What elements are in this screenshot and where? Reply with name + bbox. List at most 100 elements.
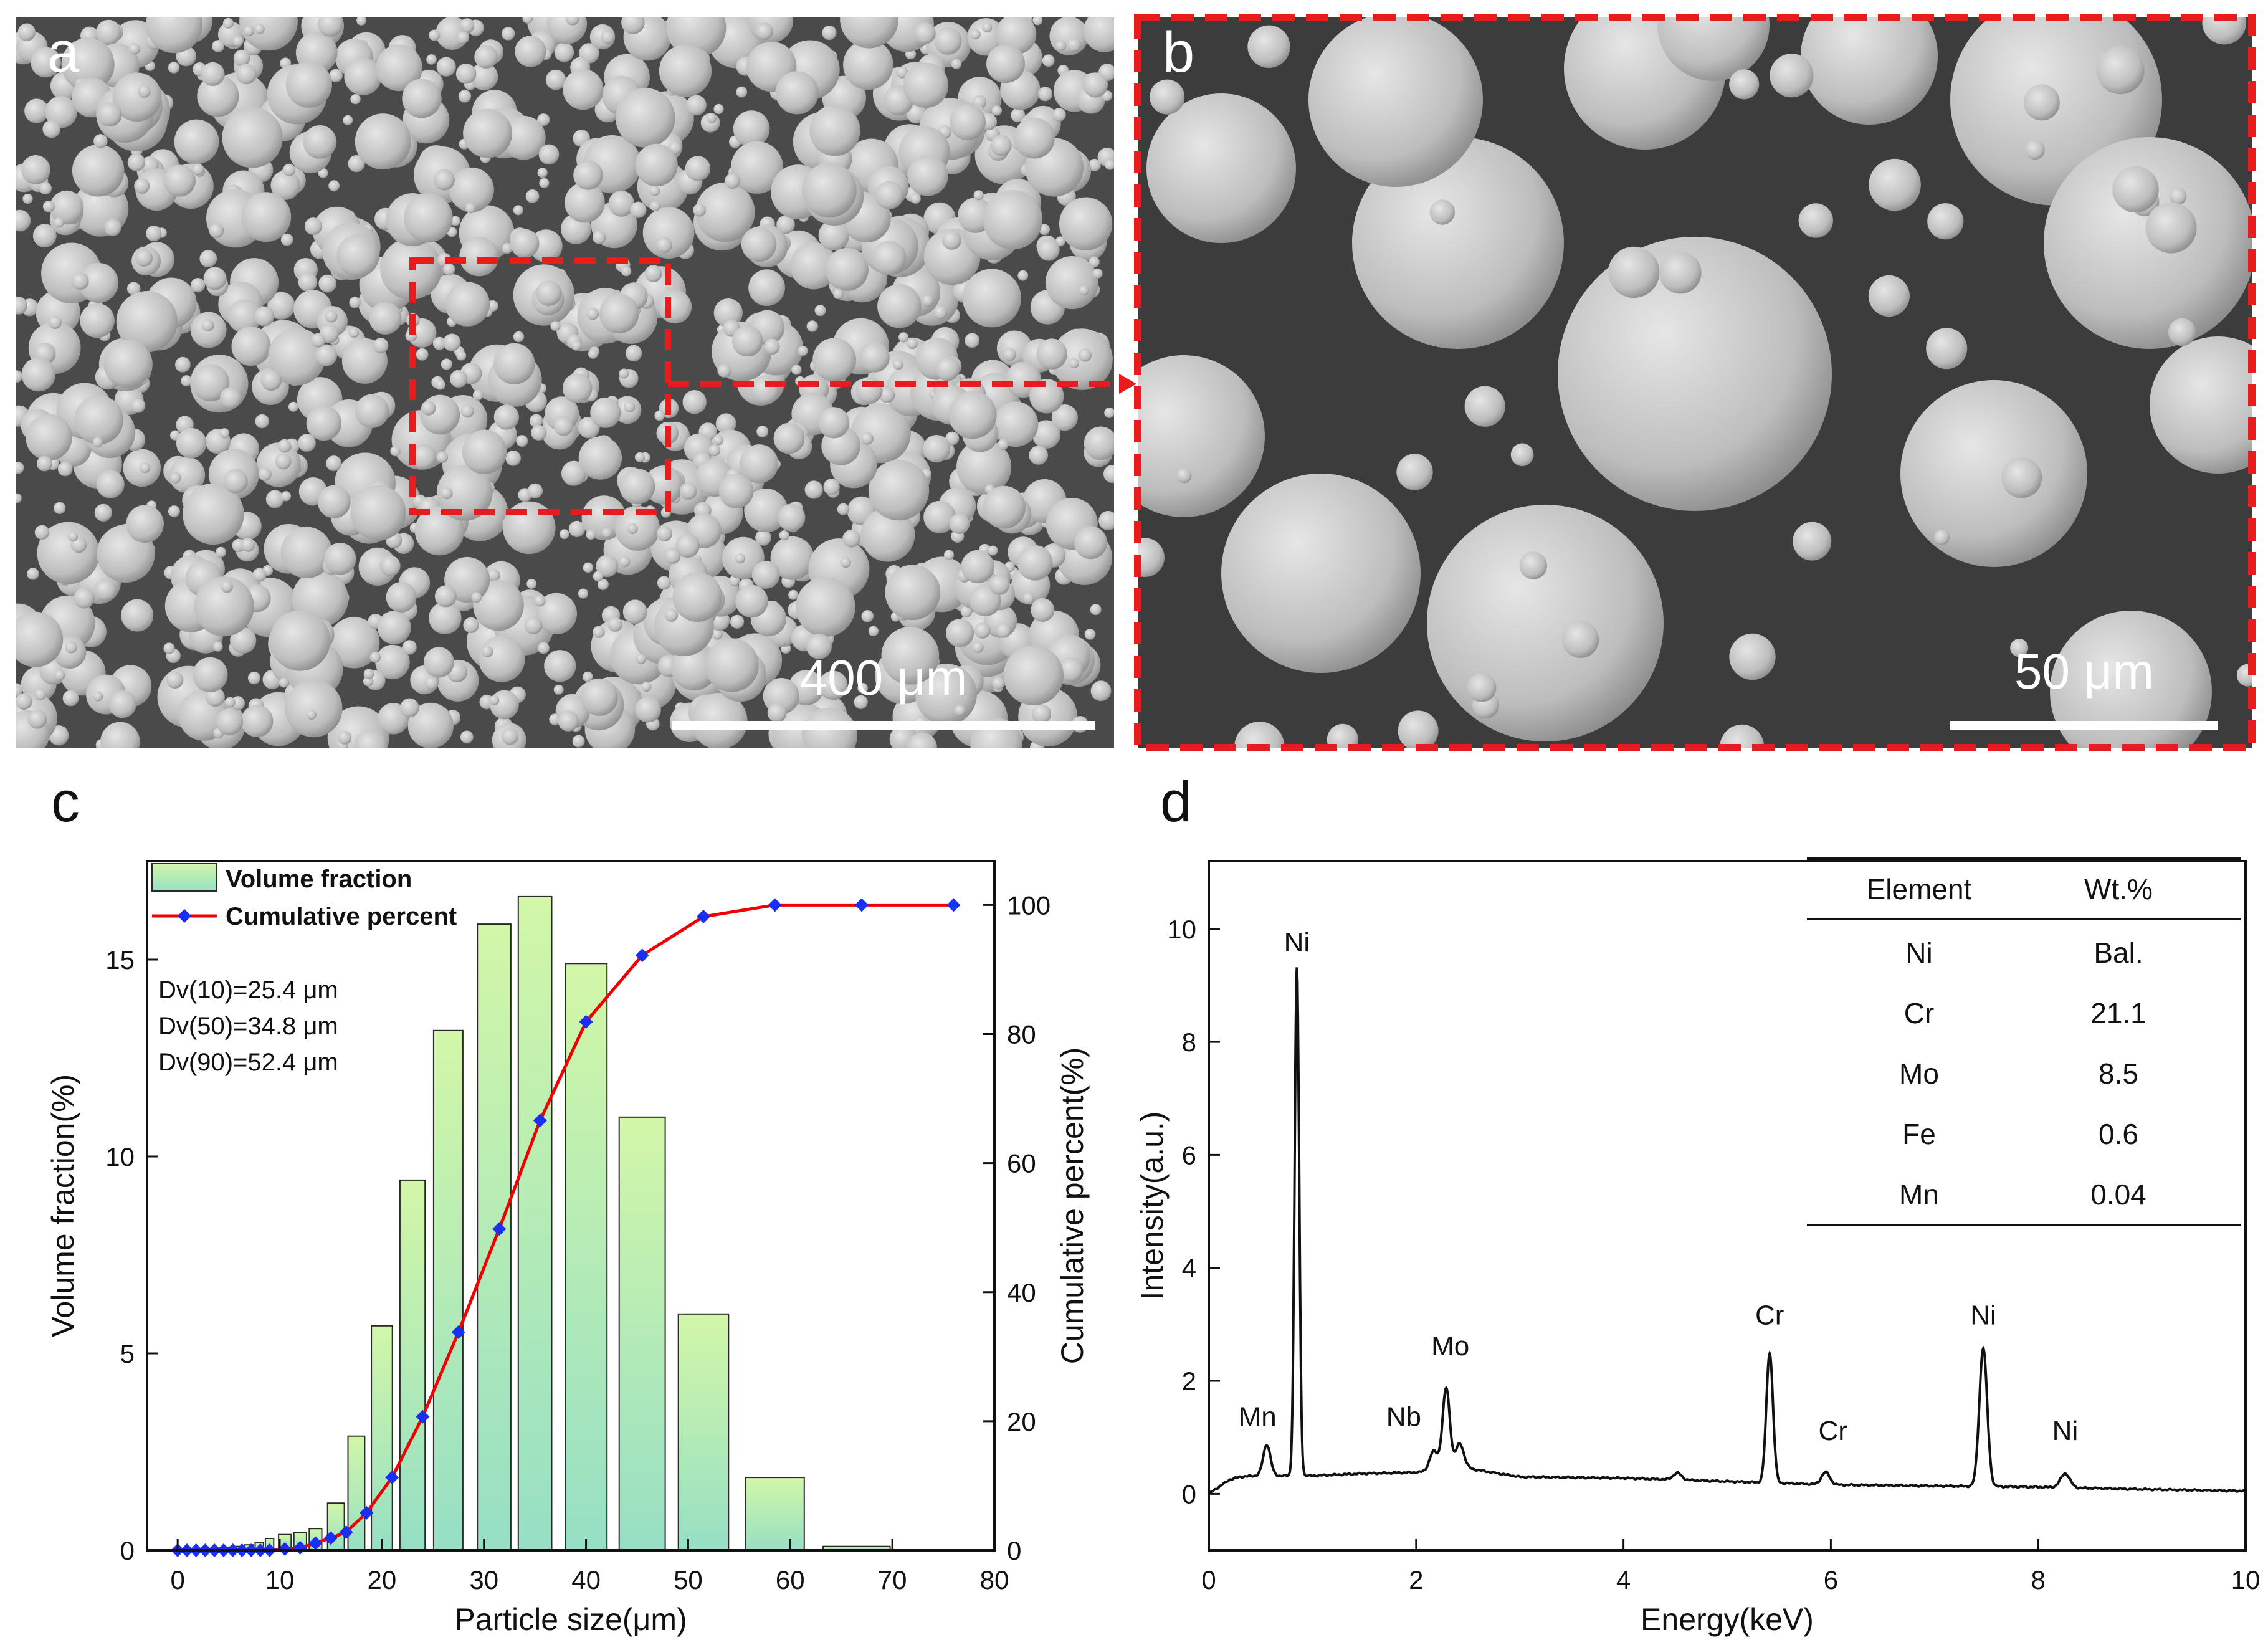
powder-particle [37, 522, 100, 584]
powder-particle [736, 86, 748, 98]
powder-particle [686, 95, 707, 116]
powder-particle [363, 669, 374, 679]
peak-label: Mo [1431, 1331, 1469, 1361]
powder-particle [400, 698, 419, 718]
cumulative-marker [854, 898, 869, 912]
x-tick-label: 50 [674, 1565, 703, 1595]
y2-tick-label: 20 [1007, 1407, 1036, 1436]
powder-particle [502, 115, 546, 160]
powder-particle [914, 22, 936, 44]
powder-particle [713, 298, 743, 328]
powder-particle [1082, 72, 1108, 98]
powder-particle [733, 110, 770, 147]
powder-particle [436, 451, 448, 463]
powder-particle [80, 303, 115, 338]
y2-axis-title: Cumulative percent(%) [1055, 1047, 1090, 1365]
powder-particle [837, 503, 849, 515]
satellite-particle [1869, 158, 1921, 211]
powder-particle [315, 344, 338, 366]
x-tick-label: 40 [571, 1565, 601, 1595]
powder-particle [146, 225, 162, 242]
powder-particle [288, 401, 299, 412]
cumulative-marker [635, 948, 649, 963]
powder-particle [441, 487, 453, 500]
satellite-particle [1176, 467, 1192, 484]
powder-particle [356, 17, 367, 26]
x-tick-label: 10 [2231, 1565, 2261, 1595]
powder-particle [444, 556, 490, 603]
powder-particle [705, 638, 759, 692]
cumulative-marker [360, 1505, 374, 1520]
powder-particle [37, 455, 52, 472]
powder-particle [247, 672, 261, 685]
powder-particle [131, 398, 146, 413]
satellite-particle [1247, 25, 1290, 68]
powder-particle [818, 670, 848, 700]
powder-particle [456, 350, 467, 361]
powder-particle [877, 284, 922, 328]
powder-particle [1352, 137, 1564, 349]
satellite-particle [2010, 639, 2029, 657]
powder-particle [201, 318, 214, 331]
powder-particle [72, 144, 125, 197]
powder-particle [1801, 17, 1938, 125]
powder-particle [922, 295, 934, 307]
satellite-particle [1720, 724, 1765, 748]
powder-particle [350, 485, 406, 541]
powder-particle [65, 641, 77, 654]
powder-particle [74, 395, 123, 445]
powder-particle [348, 328, 359, 338]
powder-particle [1032, 17, 1043, 26]
volume-bar [399, 1179, 426, 1551]
table-cell-wt: 21.1 [2090, 997, 2146, 1029]
powder-particle [479, 636, 525, 682]
powder-particle [513, 331, 525, 343]
powder-particle [260, 370, 282, 391]
volume-bar [677, 1313, 730, 1552]
table-cell-wt: 0.6 [2099, 1118, 2138, 1150]
powder-particle [303, 125, 337, 159]
satellite-particle [2112, 166, 2159, 213]
powder-particle [961, 550, 994, 584]
powder-particle [128, 43, 140, 55]
powder-particle [1051, 404, 1078, 431]
powder-particle [1138, 355, 1265, 517]
powder-particle [97, 102, 122, 127]
powder-particle [515, 36, 546, 67]
powder-particle [92, 437, 103, 447]
powder-particle [175, 356, 191, 373]
powder-particle [220, 387, 242, 409]
y2-tick-label: 60 [1007, 1149, 1036, 1178]
y-axis-title: Volume fraction(%) [45, 1074, 80, 1337]
y-tick-label: 5 [120, 1339, 135, 1368]
powder-particle [407, 702, 454, 748]
powder-particle [126, 505, 164, 543]
powder-particle [695, 182, 755, 242]
powder-particle [868, 626, 879, 637]
panel-b: b 50 μm [1134, 14, 2256, 751]
x-tick-label: 70 [878, 1565, 907, 1595]
powder-particle [170, 472, 181, 484]
zoom-region-box [409, 257, 671, 515]
powder-particle [26, 414, 72, 461]
powder-particle [796, 577, 855, 637]
powder-particle [355, 113, 411, 170]
powder-particle [1103, 464, 1114, 484]
y-tick-label: 10 [105, 1142, 135, 1171]
powder-particle [537, 113, 550, 126]
powder-particle [713, 103, 724, 115]
powder-particle [163, 164, 196, 197]
powder-particle [907, 338, 918, 350]
scale-bar-label-b: 50 μm [2014, 644, 2154, 699]
powder-particle [907, 732, 937, 748]
powder-particle [434, 169, 455, 191]
powder-particle [298, 434, 316, 452]
powder-particle [379, 555, 401, 576]
powder-particle [221, 580, 233, 593]
satellite-particle [1770, 54, 1814, 98]
volume-bar [565, 963, 608, 1552]
powder-particle [181, 375, 193, 387]
satellite-particle [2145, 202, 2197, 254]
powder-particle [254, 306, 275, 327]
satellite-particle [1729, 69, 1760, 100]
